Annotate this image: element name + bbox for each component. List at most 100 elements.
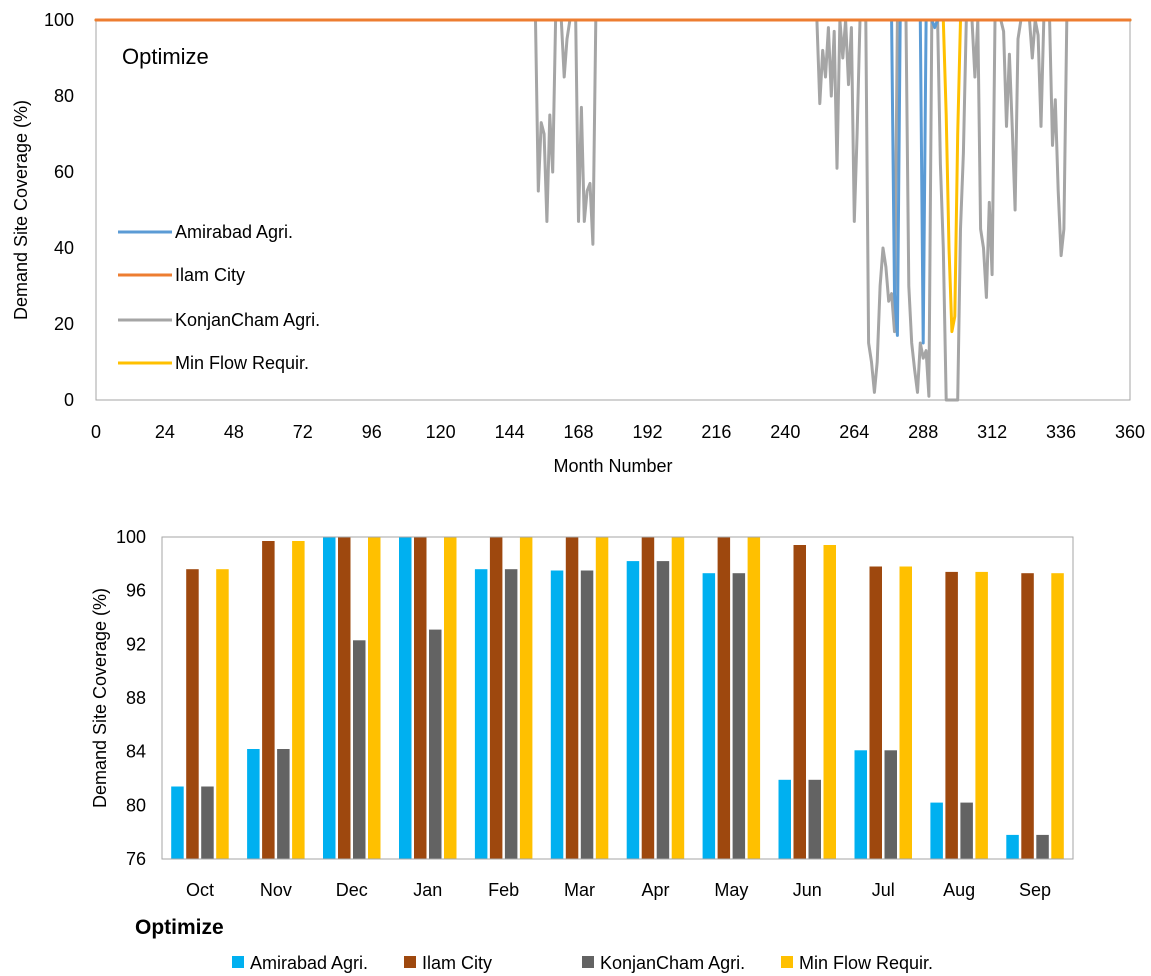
bar — [429, 629, 442, 859]
bar — [656, 561, 670, 859]
x-tick-label: 264 — [839, 422, 869, 442]
bar — [323, 537, 336, 859]
x-tick-label: 216 — [701, 422, 731, 442]
bar — [216, 569, 229, 859]
x-tick-label: 120 — [426, 422, 456, 442]
line-chart: 0 20 40 60 80 100 0 24 48 72 96 120 144 168 192 216 240 2… — [11, 10, 1145, 476]
bar — [641, 537, 655, 859]
bar — [778, 779, 791, 859]
bar — [960, 802, 973, 859]
bar — [975, 571, 988, 859]
x-tick-label: 360 — [1115, 422, 1145, 442]
x-tick-label: 144 — [495, 422, 525, 442]
x-tick-label: 168 — [564, 422, 594, 442]
x-tick-label: Jul — [872, 880, 895, 900]
legend-label: Min Flow Requir. — [799, 953, 933, 973]
x-tick-label: Sep — [1019, 880, 1051, 900]
x-tick-label: 24 — [155, 422, 175, 442]
bar — [399, 537, 412, 859]
y-tick-label: 100 — [44, 10, 74, 30]
bar — [277, 749, 290, 859]
bar — [353, 640, 366, 859]
x-tick-label: Feb — [488, 880, 519, 900]
bar — [1021, 573, 1034, 859]
bar — [702, 573, 716, 859]
bar — [1006, 834, 1019, 859]
x-tick-label: 336 — [1046, 422, 1076, 442]
y-tick-label: 88 — [126, 688, 146, 708]
bar — [565, 537, 579, 859]
legend-label: KonjanCham Agri. — [175, 310, 320, 330]
legend-label: Ilam City — [175, 265, 245, 285]
bar — [504, 569, 518, 859]
x-tick-label: Mar — [564, 880, 595, 900]
y-tick-label: 80 — [126, 795, 146, 815]
bar — [945, 571, 958, 859]
y-tick-label: 84 — [126, 742, 146, 762]
bar — [262, 541, 275, 859]
bar — [580, 570, 594, 859]
bar — [1051, 573, 1064, 859]
x-tick-label: Jun — [793, 880, 822, 900]
bar — [519, 537, 533, 859]
y-axis-title: Demand Site Coverage (%) — [90, 588, 110, 808]
plot-area-border — [161, 536, 1074, 860]
y-tick-label: 76 — [126, 849, 146, 869]
bar — [732, 573, 746, 859]
legend-label: Amirabad Agri. — [175, 222, 293, 242]
y-axis-title: Demand Site Coverage (%) — [11, 100, 31, 320]
bar — [823, 545, 836, 859]
bar — [489, 537, 503, 859]
legend-label: Amirabad Agri. — [250, 953, 368, 973]
x-tick-label: Dec — [336, 880, 368, 900]
legend-label: KonjanCham Agri. — [600, 953, 745, 973]
bar — [444, 537, 457, 859]
x-tick-label: 72 — [293, 422, 313, 442]
x-tick-label: 96 — [362, 422, 382, 442]
x-tick-label: May — [714, 880, 748, 900]
bar — [671, 537, 685, 859]
legend-swatch — [404, 956, 416, 968]
y-tick-label: 100 — [116, 527, 146, 547]
y-tick-label: 96 — [126, 581, 146, 601]
x-tick-label: Oct — [186, 880, 214, 900]
chart-annotation: Optimize — [122, 44, 209, 69]
bar — [368, 537, 381, 859]
x-tick-label: 288 — [908, 422, 938, 442]
bar — [201, 786, 214, 859]
bar — [869, 566, 882, 859]
x-tick-label: Aug — [943, 880, 975, 900]
x-tick-label: Jan — [413, 880, 442, 900]
legend-label: Min Flow Requir. — [175, 353, 309, 373]
bar — [884, 750, 897, 859]
y-tick-label: 0 — [64, 390, 74, 410]
series-line — [94, 18, 1132, 402]
legend-swatch — [582, 956, 594, 968]
bar — [247, 749, 260, 859]
bar — [626, 561, 640, 859]
series-line — [94, 18, 1132, 345]
bar — [854, 750, 867, 859]
x-tick-label: Apr — [641, 880, 669, 900]
y-tick-label: 20 — [54, 314, 74, 334]
x-tick-label: 240 — [770, 422, 800, 442]
legend-swatch — [781, 956, 793, 968]
x-tick-label: 48 — [224, 422, 244, 442]
bar — [717, 537, 731, 859]
bar — [186, 569, 199, 859]
bar — [747, 537, 761, 859]
bar — [414, 537, 427, 859]
x-tick-label: Nov — [260, 880, 292, 900]
x-tick-label: 192 — [632, 422, 662, 442]
y-tick-label: 40 — [54, 238, 74, 258]
y-tick-label: 92 — [126, 634, 146, 654]
bar — [930, 802, 943, 859]
bar — [171, 786, 184, 859]
bar — [474, 569, 488, 859]
chart-title: Optimize — [135, 916, 224, 939]
bar — [1036, 834, 1049, 859]
bar-chart: Oct Nov Dec Jan Feb Mar Apr May Jun Jul Aug Sep 76 80… — [90, 527, 1074, 973]
bar — [338, 537, 351, 859]
legend-label: Ilam City — [422, 953, 492, 973]
